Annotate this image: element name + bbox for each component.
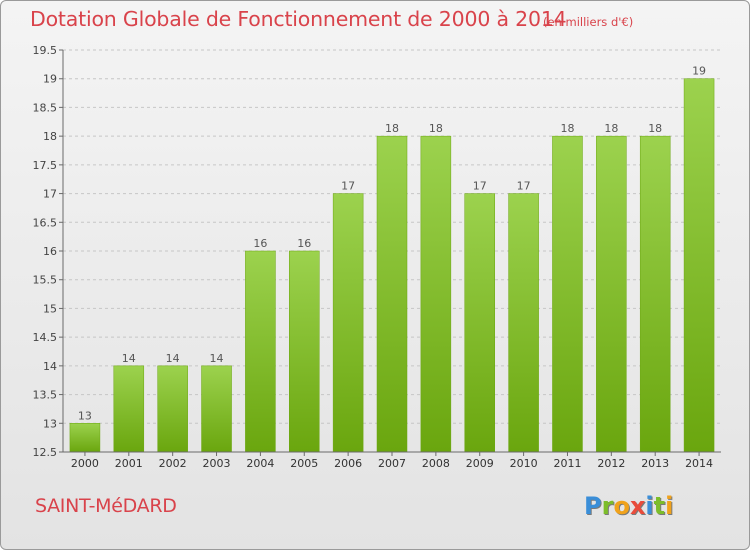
proxiti-logo: Proxiti	[584, 492, 674, 520]
bar-value-label: 18	[429, 122, 443, 135]
bar-value-label: 18	[604, 122, 618, 135]
bar	[508, 193, 539, 453]
x-tick-label: 2011	[553, 457, 581, 470]
bar	[245, 250, 276, 453]
x-tick-label: 2002	[159, 457, 187, 470]
x-tick-label: 2013	[641, 457, 669, 470]
y-tick-label: 19.5	[33, 44, 58, 57]
y-tick-label: 17.5	[33, 159, 58, 172]
bar	[639, 135, 671, 453]
commune-name: SAINT-MéDARD	[35, 495, 177, 517]
bar	[332, 193, 364, 453]
bar-value-label: 17	[517, 180, 531, 193]
bar	[420, 135, 452, 453]
x-tick-label: 2010	[510, 457, 538, 470]
x-tick-label: 2005	[290, 457, 318, 470]
bar-value-label: 14	[166, 352, 180, 365]
bar	[552, 135, 583, 453]
bar-value-label: 16	[297, 237, 311, 250]
y-tick-label: 13	[43, 417, 57, 430]
y-tick-label: 15	[43, 302, 57, 315]
x-tick-label: 2001	[115, 457, 143, 470]
y-tick-label: 13.5	[33, 389, 58, 402]
bar-value-label: 16	[253, 237, 267, 250]
bar	[157, 365, 188, 453]
bar-value-label: 19	[692, 65, 706, 78]
x-tick-label: 2008	[422, 457, 450, 470]
y-tick-label: 18	[43, 130, 57, 143]
bar-value-label: 18	[648, 122, 662, 135]
y-tick-label: 16.5	[33, 216, 58, 229]
y-tick-label: 14	[43, 360, 57, 373]
bar	[289, 250, 320, 453]
bar-value-label: 17	[473, 180, 487, 193]
y-tick-label: 18.5	[33, 101, 58, 114]
bar-value-label: 18	[385, 122, 399, 135]
bar-value-label: 13	[78, 409, 92, 422]
bar-value-label: 14	[210, 352, 224, 365]
y-tick-label: 16	[43, 245, 57, 258]
unit-note: (en milliers d'€)	[543, 15, 634, 29]
x-tick-label: 2000	[71, 457, 99, 470]
y-tick-label: 19	[43, 73, 57, 86]
bar	[113, 365, 145, 453]
x-tick-label: 2003	[203, 457, 231, 470]
chart-title: Dotation Globale de Fonctionnement de 20…	[30, 7, 567, 31]
y-tick-label: 14.5	[33, 331, 58, 344]
bars-layer: 13 14 14 14 16 16 17 18 18 17 17 18 18 18 19	[69, 65, 715, 453]
bar	[69, 423, 101, 453]
axis-layer: 12.5 13 13.5 14 14.5 15 15.5 16 16.5 17 17.5 18 18.5…	[33, 44, 721, 470]
bar	[596, 135, 627, 453]
bar	[683, 78, 715, 453]
bar	[376, 135, 408, 453]
bar	[464, 193, 495, 453]
x-tick-label: 2009	[466, 457, 494, 470]
x-tick-label: 2006	[334, 457, 362, 470]
x-tick-label: 2007	[378, 457, 406, 470]
y-tick-label: 17	[43, 188, 57, 201]
y-tick-label: 15.5	[33, 274, 58, 287]
x-tick-label: 2012	[597, 457, 625, 470]
x-tick-label: 2004	[246, 457, 274, 470]
y-tick-label: 12.5	[33, 446, 58, 459]
x-tick-label: 2014	[685, 457, 713, 470]
bar	[201, 365, 232, 453]
bar-value-label: 14	[122, 352, 136, 365]
bar-value-label: 18	[560, 122, 574, 135]
bar-value-label: 17	[341, 180, 355, 193]
